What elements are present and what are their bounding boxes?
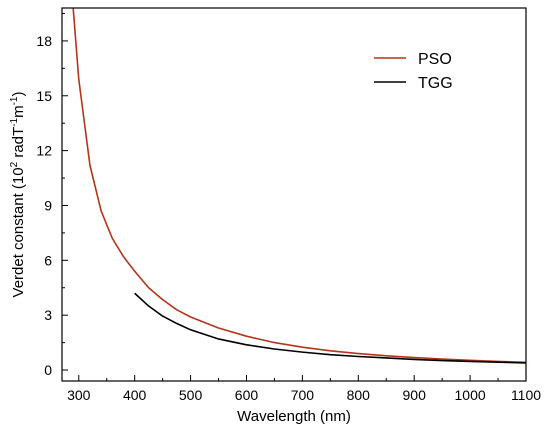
y-axis-title: Verdet constant (102 radT-1m-1) (9, 92, 27, 298)
x-tick-label: 700 (291, 387, 315, 403)
series-line-pso (72, 8, 526, 364)
x-tick-label: 300 (67, 387, 91, 403)
legend-label-tgg: TGG (418, 75, 453, 92)
y-tick-label: 0 (44, 362, 52, 378)
y-tick-label: 6 (44, 252, 52, 268)
plot-frame (61, 7, 527, 382)
x-tick-label: 600 (235, 387, 259, 403)
x-axis-title: Wavelength (nm) (237, 408, 351, 425)
x-tick-label: 1100 (511, 387, 541, 403)
x-tick-label: 400 (123, 387, 147, 403)
y-tick-label: 9 (44, 197, 52, 213)
y-tick-label: 15 (36, 88, 52, 104)
x-tick-label: 800 (347, 387, 371, 403)
legend: PSO TGG (374, 51, 453, 92)
y-tick-label: 3 (44, 307, 52, 323)
legend-label-pso: PSO (418, 51, 452, 68)
y-tick-label: 12 (36, 143, 52, 159)
y-tick-label: 18 (36, 33, 52, 49)
x-tick-label: 500 (179, 387, 203, 403)
x-tick-label: 900 (403, 387, 427, 403)
series-line-tgg (134, 292, 526, 364)
x-tick-label: 1000 (455, 387, 486, 403)
